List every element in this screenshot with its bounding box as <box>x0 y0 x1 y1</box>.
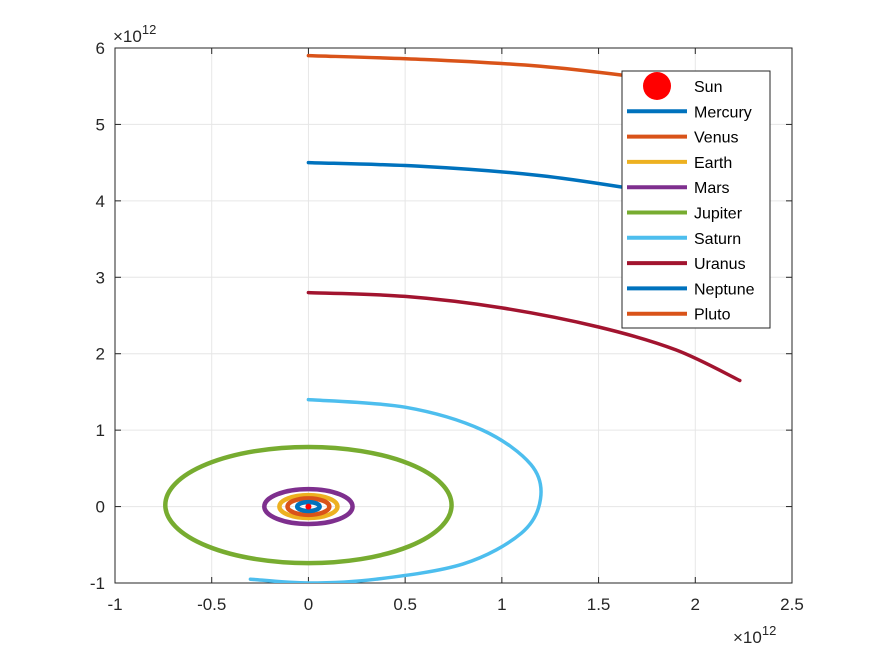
y-tick-label: 0 <box>96 498 105 517</box>
series-line-earth <box>277 492 340 521</box>
x-axis-exponent-base: ×10 <box>733 628 762 647</box>
y-tick-label: 2 <box>96 345 105 364</box>
legend-label-earth: Earth <box>694 155 732 172</box>
legend-label-uranus: Uranus <box>694 256 746 273</box>
series-line-saturn <box>248 397 543 583</box>
x-tick-label: 0.5 <box>393 595 417 614</box>
x-tick-label: -1 <box>107 595 122 614</box>
x-axis-exponent-power: 12 <box>762 623 776 638</box>
legend-label-mercury: Mercury <box>694 104 752 121</box>
y-tick-label: 5 <box>96 115 105 134</box>
series-line-mars <box>262 486 355 527</box>
series-line-venus <box>285 496 332 518</box>
legend-label-jupiter: Jupiter <box>694 206 743 223</box>
y-tick-label: 1 <box>96 421 105 440</box>
legend: Sun Mercury Venus Earth Mars Jupiter Saturn Ura… <box>621 70 771 329</box>
legend-label-sun: Sun <box>694 79 722 96</box>
legend-label-saturn: Saturn <box>694 231 741 248</box>
y-tick-label: 6 <box>96 39 105 58</box>
series-line-mercury <box>294 499 322 514</box>
legend-box <box>621 70 771 329</box>
legend-label-mars: Mars <box>694 180 730 197</box>
legend-label-venus: Venus <box>694 130 738 147</box>
series-line-jupiter <box>163 444 454 566</box>
y-tick-label: 4 <box>96 192 105 211</box>
x-tick-label: -0.5 <box>197 595 226 614</box>
axes-box <box>114 47 793 584</box>
y-axis-exponent-base: ×10 <box>113 27 142 46</box>
x-tick-label: 0 <box>304 595 313 614</box>
legend-label-pluto: Pluto <box>694 307 731 324</box>
legend-label-neptune: Neptune <box>694 281 755 298</box>
x-tick-label: 2 <box>691 595 700 614</box>
x-tick-label: 2.5 <box>780 595 804 614</box>
sun-marker <box>305 503 312 510</box>
x-tick-label: 1 <box>497 595 506 614</box>
legend-swatch-sun <box>643 72 671 100</box>
y-axis-exponent: ×1012 <box>113 22 156 46</box>
series-line-uranus <box>306 290 742 383</box>
y-tick-label: -1 <box>90 574 105 593</box>
x-axis-exponent: ×1012 <box>733 623 776 647</box>
y-axis-exponent-power: 12 <box>142 22 156 37</box>
x-tick-label: 1.5 <box>587 595 611 614</box>
y-tick-label: 3 <box>96 268 105 287</box>
